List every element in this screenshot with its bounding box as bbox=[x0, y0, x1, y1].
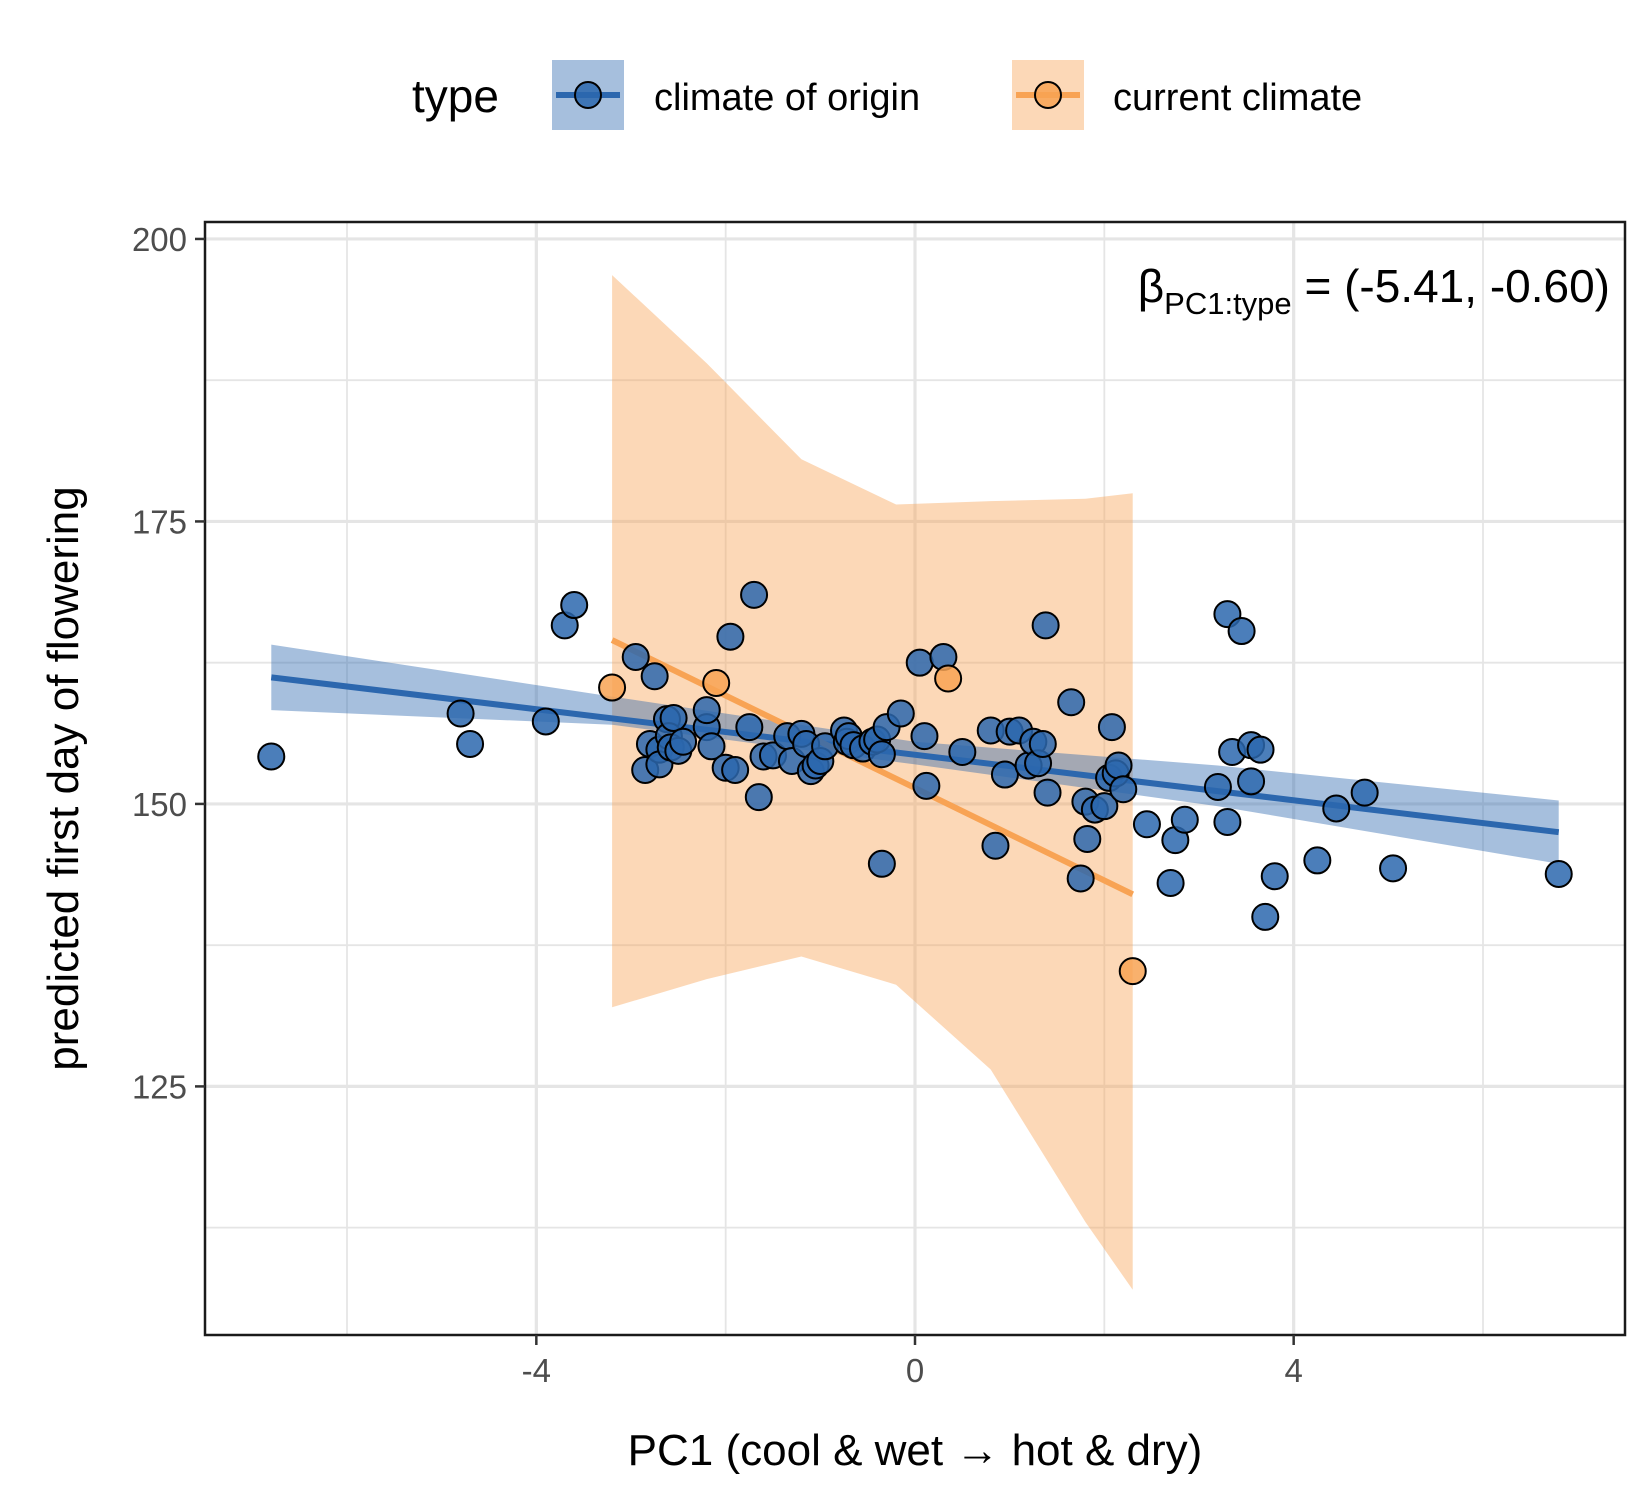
climate-of-origin-point bbox=[697, 732, 726, 761]
climate-of-origin-point bbox=[948, 737, 977, 766]
current-climate-band bbox=[612, 275, 1133, 1290]
climate-of-origin-point bbox=[257, 742, 286, 771]
climate-of-origin-point bbox=[1031, 611, 1060, 640]
climate-of-origin-point bbox=[886, 699, 915, 728]
climate-of-origin-point bbox=[621, 643, 650, 672]
climate-of-origin-point bbox=[560, 591, 589, 620]
climate-of-origin-point bbox=[744, 783, 773, 812]
climate-of-origin-point bbox=[735, 713, 764, 742]
x-tick-label: 4 bbox=[1284, 1352, 1302, 1389]
y-tick-label: 175 bbox=[132, 503, 187, 540]
climate-of-origin-point bbox=[867, 740, 896, 769]
climate-of-origin-point bbox=[1303, 846, 1332, 875]
climate-of-origin-point bbox=[1132, 810, 1161, 839]
climate-of-origin-point bbox=[981, 831, 1010, 860]
climate-of-origin-point bbox=[1109, 775, 1138, 804]
climate-of-origin-point bbox=[912, 771, 941, 800]
climate-of-origin-point bbox=[640, 662, 669, 691]
current-climate-point bbox=[598, 673, 627, 702]
y-tick-label: 150 bbox=[132, 786, 187, 823]
climate-of-origin-point bbox=[1544, 859, 1573, 888]
climate-of-origin-point bbox=[1033, 778, 1062, 807]
plot-panel bbox=[203, 220, 1627, 1337]
climate-of-origin-point bbox=[721, 756, 750, 785]
x-tick-label: -4 bbox=[522, 1352, 551, 1389]
current-climate-fit-line bbox=[610, 637, 1135, 898]
x-tick-label: 0 bbox=[906, 1352, 924, 1389]
climate-of-origin-point bbox=[1057, 688, 1086, 717]
climate-of-origin-point bbox=[1251, 902, 1280, 931]
climate-of-origin-point bbox=[905, 648, 934, 677]
climate-of-origin-point bbox=[1350, 778, 1379, 807]
climate-of-origin-point bbox=[1322, 794, 1351, 823]
y-tick-label: 125 bbox=[132, 1068, 187, 1105]
climate-of-origin-point bbox=[1090, 792, 1119, 821]
climate-of-origin-point bbox=[1203, 772, 1232, 801]
x-axis-title: PC1 (cool & wet → hot & dry) bbox=[628, 1426, 1203, 1475]
climate-of-origin-point bbox=[1156, 869, 1185, 898]
climate-of-origin-point bbox=[1028, 730, 1057, 759]
data-marks bbox=[257, 275, 1573, 1290]
current-climate-legend-label: current climate bbox=[1113, 77, 1362, 119]
climate-of-origin-point bbox=[1213, 808, 1242, 837]
current-climate-point bbox=[934, 664, 963, 693]
annotation: βPC1:type = (-5.41, -0.60) bbox=[1138, 260, 1610, 321]
climate-of-origin-point bbox=[1227, 617, 1256, 646]
climate-of-origin-point bbox=[446, 699, 475, 728]
climate-of-origin-point bbox=[1260, 862, 1289, 891]
climate-of-origin-point bbox=[867, 849, 896, 878]
climate-of-origin-point bbox=[1237, 767, 1266, 796]
legend-title: type bbox=[412, 70, 499, 122]
climate-of-origin-point bbox=[1066, 864, 1095, 893]
climate-of-origin-point bbox=[716, 622, 745, 651]
climate-of-origin-point bbox=[1097, 713, 1126, 742]
y-tick-label: 200 bbox=[132, 221, 187, 258]
current-climate-point bbox=[702, 669, 731, 698]
climate-of-origin-point bbox=[659, 704, 688, 733]
y-axis-title: predicted first day of flowering bbox=[39, 486, 88, 1071]
climate-of-origin-point bbox=[456, 730, 485, 759]
climate-of-origin-legend-point bbox=[574, 81, 602, 109]
climate-of-origin-point bbox=[692, 696, 721, 725]
climate-of-origin-point bbox=[740, 580, 769, 609]
climate-of-origin-point bbox=[669, 727, 698, 756]
legend: type climate of origin current climate bbox=[412, 60, 1362, 130]
climate-of-origin-point bbox=[1246, 735, 1275, 764]
climate-of-origin-legend-label: climate of origin bbox=[654, 77, 920, 119]
climate-of-origin-point bbox=[1073, 824, 1102, 853]
axes: -4 0 4 125 150 175 200 PC1 (cool & wet → hot & … bbox=[39, 221, 1303, 1475]
climate-of-origin-point bbox=[1170, 805, 1199, 834]
climate-of-origin-point bbox=[1379, 854, 1408, 883]
climate-of-origin-point bbox=[1104, 751, 1133, 780]
climate-of-origin-point bbox=[990, 760, 1019, 789]
current-climate-point bbox=[1118, 957, 1147, 986]
climate-of-origin-point bbox=[531, 707, 560, 736]
climate-of-origin-point bbox=[910, 722, 939, 751]
beta-annotation: βPC1:type = (-5.41, -0.60) bbox=[1138, 260, 1610, 321]
current-climate-legend-point bbox=[1034, 81, 1062, 109]
